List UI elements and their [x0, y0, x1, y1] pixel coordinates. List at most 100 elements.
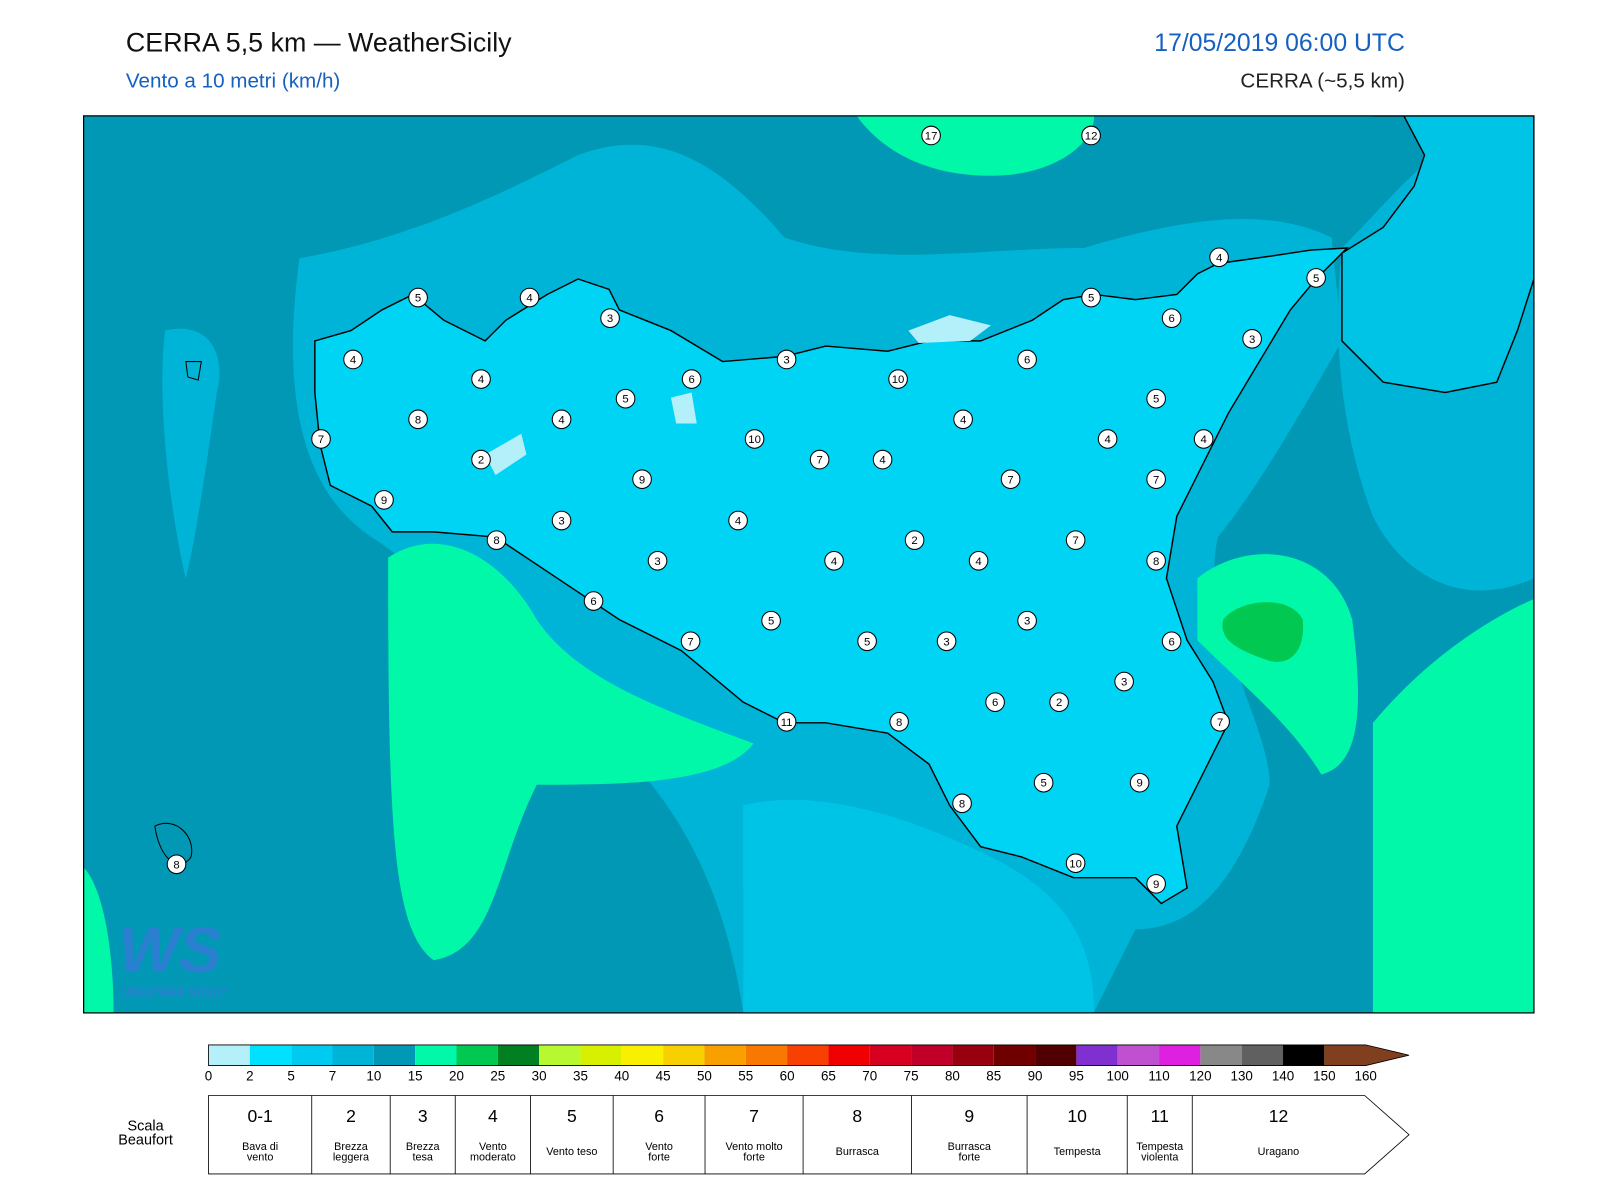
station-value: 7 [816, 455, 822, 467]
beaufort-label: Beaufort [118, 1133, 173, 1149]
station-marker [953, 409, 973, 430]
map-frame [82, 115, 1535, 1014]
station-value: 10 [1069, 858, 1082, 870]
station-marker [1146, 469, 1166, 490]
colorbar-tick-label: 50 [697, 1068, 712, 1083]
station-marker [408, 409, 428, 430]
colorbar-tick-label: 25 [490, 1068, 505, 1083]
colorbar-cell [663, 1044, 705, 1066]
station-value: 3 [654, 556, 660, 568]
colorbar-cell [1076, 1044, 1118, 1066]
beaufort-desc: Vento molto [725, 1141, 782, 1153]
station-value: 5 [1040, 778, 1046, 790]
beaufort-force: 5 [567, 1106, 577, 1126]
station-marker [1210, 712, 1230, 732]
station-marker [1161, 308, 1182, 328]
station-marker [872, 449, 893, 470]
station-marker [1306, 268, 1326, 288]
colorbar-tick-label: 110 [1148, 1068, 1169, 1083]
colorbar-cell [208, 1044, 250, 1066]
beaufort-desc: Brezza [334, 1141, 369, 1153]
beaufort-desc: Bava di [242, 1141, 278, 1153]
station-marker [632, 469, 652, 490]
station-value: 10 [892, 374, 905, 386]
colorbar-tick-label: 90 [1028, 1068, 1043, 1083]
colorbar-cell [828, 1044, 870, 1066]
station-marker [311, 429, 331, 449]
station-value: 4 [1200, 434, 1206, 446]
colorbar-cell [1200, 1044, 1242, 1066]
station-value: 4 [1104, 434, 1110, 446]
wind-field [485, 315, 991, 476]
colorbar-tick-label: 95 [1069, 1068, 1084, 1083]
station-marker [776, 712, 797, 732]
map [83, 115, 1534, 1013]
station-value: 3 [558, 516, 564, 528]
colorbar-tick-label: 80 [945, 1068, 960, 1083]
station-value: 3 [1249, 334, 1255, 346]
colorbar-tick-label: 7 [329, 1068, 336, 1083]
station-marker [647, 550, 668, 571]
station-marker [486, 530, 507, 550]
station-marker [1000, 469, 1021, 490]
station-marker [374, 490, 394, 510]
beaufort-force: 7 [749, 1106, 759, 1126]
station-value: 9 [381, 495, 387, 507]
station-marker [921, 125, 941, 146]
colorbar-cell [869, 1044, 912, 1066]
beaufort-desc: leggera [333, 1151, 370, 1163]
station-value: 5 [1313, 273, 1319, 285]
station-marker [1193, 429, 1214, 449]
station-marker [1017, 349, 1037, 370]
colorbar-cell [1035, 1044, 1077, 1066]
station-value: 8 [493, 535, 499, 547]
island-outline [154, 361, 202, 865]
colorbar-cell [332, 1044, 374, 1066]
colorbar-tick-label: 30 [532, 1068, 547, 1083]
colorbar-tick-label: 100 [1107, 1068, 1129, 1083]
station-marker [1081, 287, 1101, 308]
station-value: 7 [687, 636, 693, 648]
wind-field [1372, 598, 1534, 1013]
station-marker [583, 591, 604, 611]
beaufort-desc: Vento [479, 1141, 507, 1153]
colorbar-cell [787, 1044, 829, 1066]
station-value: 4 [350, 355, 356, 367]
beaufort-force: 2 [346, 1106, 356, 1126]
colorbar-cell [745, 1044, 788, 1066]
colorbar-cell [539, 1044, 581, 1066]
station-marker [1114, 671, 1134, 692]
station-value: 6 [1024, 355, 1030, 367]
colorbar-tick-label: 160 [1354, 1068, 1376, 1083]
station-value: 7 [1217, 717, 1223, 729]
colorbar-cell [911, 1044, 953, 1066]
station-value: 4 [879, 455, 885, 467]
beaufort-force: 6 [654, 1106, 664, 1126]
colorbar-tick-label: 35 [573, 1068, 588, 1083]
colorbar-tick-label: 120 [1189, 1068, 1211, 1083]
colorbar-cell [1159, 1044, 1201, 1066]
station-value: 4 [975, 556, 981, 568]
station-value: 3 [943, 636, 949, 648]
wind-field [743, 799, 1095, 1013]
colorbar-tick-label: 40 [614, 1068, 629, 1083]
station-value: 9 [639, 474, 645, 486]
beaufort-desc: Vento teso [546, 1146, 597, 1158]
colorbar-cell [497, 1044, 540, 1066]
station-value: 5 [1088, 293, 1094, 305]
station-value: 8 [173, 859, 179, 871]
station-marker [936, 631, 957, 652]
station-marker [680, 631, 701, 652]
station-value: 2 [1056, 697, 1062, 709]
wind-field [856, 115, 1095, 176]
colorbar-cell [249, 1044, 292, 1066]
station-marker [471, 449, 491, 470]
station-value: 4 [1216, 252, 1222, 264]
beaufort-desc: moderato [470, 1151, 516, 1163]
station-value: 2 [911, 535, 917, 547]
station-marker [519, 287, 540, 308]
colorbar-tick-label: 20 [449, 1068, 464, 1083]
colorbar-cell [952, 1044, 994, 1066]
